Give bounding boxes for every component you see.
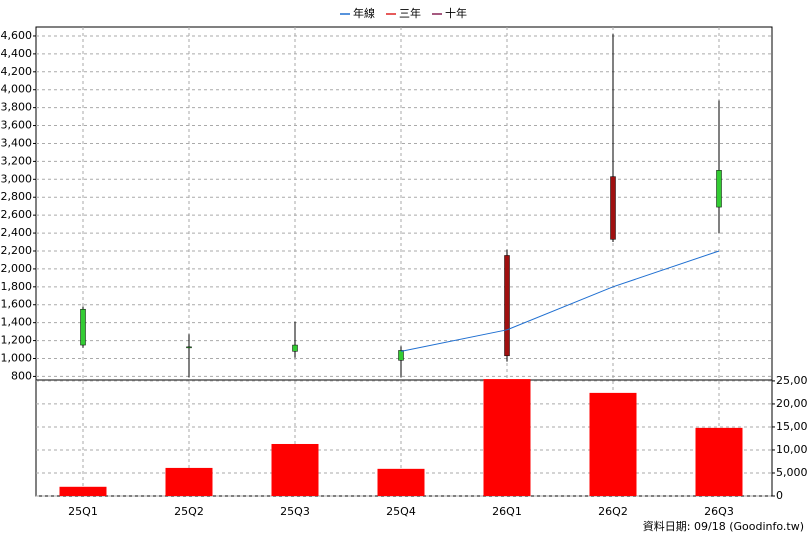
y-tick-label: 2,600 (1, 208, 33, 221)
bar (695, 427, 743, 496)
bar (59, 486, 107, 496)
y2-tick-label: 15,000 (776, 420, 808, 433)
y-tick-label: 4,000 (1, 83, 33, 96)
x-tick-label: 25Q2 (174, 505, 204, 518)
y2-tick-label: 10,000 (776, 443, 808, 456)
candle-body (716, 170, 722, 208)
bar (377, 468, 425, 496)
x-tick-label: 26Q1 (492, 505, 522, 518)
candle-body (292, 344, 298, 352)
y-tick-label: 3,600 (1, 119, 33, 132)
y-tick-label: 1,600 (1, 298, 33, 311)
bar (483, 379, 531, 496)
y-tick-label: 1,000 (1, 351, 33, 364)
legend-label: 十年 (445, 6, 467, 20)
plot-frame (35, 26, 773, 497)
legend-label: 年線 (353, 6, 375, 20)
line-series (400, 250, 720, 352)
candle-body (186, 346, 192, 349)
y-tick-label: 1,800 (1, 280, 33, 293)
y-tick-label: 4,200 (1, 65, 33, 78)
x-tick-label: 26Q3 (704, 505, 734, 518)
y2-tick-label: 25,000 (776, 374, 808, 387)
candle-body (80, 308, 86, 346)
source-note: 資料日期: 09/18 (Goodinfo.tw) (643, 519, 804, 533)
y2-tick-label: 5,000 (776, 466, 808, 479)
y-tick-label: 3,200 (1, 154, 33, 167)
candle-body (504, 255, 510, 357)
y-tick-label: 800 (11, 369, 32, 382)
x-tick-label: 25Q4 (386, 505, 416, 518)
x-tick-label: 25Q1 (68, 505, 98, 518)
y-tick-label: 4,400 (1, 47, 33, 60)
y-tick-label: 2,000 (1, 262, 33, 275)
x-tick-label: 25Q3 (280, 505, 310, 518)
candle-body (398, 350, 404, 361)
y-tick-label: 2,400 (1, 226, 33, 239)
bar (271, 443, 319, 496)
legend-label: 三年 (399, 6, 421, 20)
y-tick-label: 3,800 (1, 101, 33, 114)
bar (165, 467, 213, 496)
x-tick-label: 26Q2 (598, 505, 628, 518)
y2-tick-label: 0 (776, 489, 783, 502)
y-tick-label: 3,000 (1, 172, 33, 185)
y-tick-label: 1,200 (1, 334, 33, 347)
y-tick-label: 2,800 (1, 190, 33, 203)
y-tick-label: 2,200 (1, 244, 33, 257)
y-tick-label: 1,400 (1, 316, 33, 329)
candle-body (610, 176, 616, 240)
bar (589, 392, 637, 496)
y-tick-label: 3,400 (1, 136, 33, 149)
y-tick-label: 4,600 (1, 29, 33, 42)
y2-tick-label: 20,000 (776, 397, 808, 410)
